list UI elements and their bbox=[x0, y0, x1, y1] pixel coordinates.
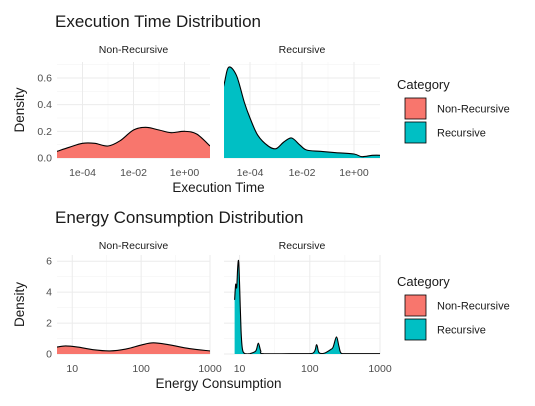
x-tick-label: 1e-02 bbox=[120, 167, 147, 179]
x-tick-label: 100 bbox=[301, 363, 319, 375]
chart-title: Energy Consumption Distribution bbox=[55, 208, 304, 227]
x-tick-label: 1e+00 bbox=[170, 167, 200, 179]
density-line-non-recursive bbox=[57, 126, 210, 152]
density-area-non-recursive bbox=[57, 127, 210, 158]
facet-label: Non-Recursive bbox=[99, 240, 169, 252]
x-tick-label: 10 bbox=[66, 363, 78, 375]
y-tick-label: 0.4 bbox=[37, 99, 52, 111]
legend-label: Non-Recursive bbox=[437, 301, 510, 313]
facet-label: Recursive bbox=[279, 44, 326, 56]
y-tick-label: 0.2 bbox=[37, 126, 52, 138]
x-tick-label: 1e-02 bbox=[289, 167, 316, 179]
legend-swatch bbox=[404, 294, 427, 317]
x-tick-label: 1000 bbox=[368, 363, 392, 375]
y-axis-title: Density bbox=[12, 282, 27, 327]
facet-label: Non-Recursive bbox=[99, 44, 169, 56]
legend-label: Recursive bbox=[437, 128, 486, 140]
density-line-recursive bbox=[234, 259, 380, 354]
chart-title: Execution Time Distribution bbox=[55, 12, 261, 31]
density-line-recursive bbox=[224, 66, 380, 158]
density-area-recursive bbox=[234, 260, 380, 354]
density-line-non-recursive bbox=[57, 342, 210, 352]
legend-swatch bbox=[404, 97, 427, 120]
x-tick-label: 100 bbox=[132, 363, 150, 375]
legend-title: Category bbox=[397, 77, 450, 92]
x-tick-label: 1e+00 bbox=[339, 167, 369, 179]
y-tick-label: 6 bbox=[46, 256, 52, 268]
legend-label: Recursive bbox=[437, 325, 486, 337]
density-area-recursive bbox=[224, 66, 380, 158]
facet-label: Recursive bbox=[279, 240, 326, 252]
legend-title: Category bbox=[397, 274, 450, 289]
legend-swatch bbox=[404, 121, 427, 144]
y-tick-label: 0.6 bbox=[37, 73, 52, 85]
y-axis-title: Density bbox=[12, 87, 27, 132]
y-tick-label: 4 bbox=[46, 287, 52, 299]
x-tick-label: 10 bbox=[234, 363, 246, 375]
x-axis-title: Energy Consumption bbox=[155, 376, 281, 391]
legend-label: Non-Recursive bbox=[437, 104, 510, 116]
x-tick-label: 1e-04 bbox=[69, 167, 96, 179]
x-tick-label: 1000 bbox=[198, 363, 222, 375]
y-tick-label: 0.0 bbox=[37, 153, 52, 165]
legend-swatch bbox=[404, 318, 427, 341]
y-tick-label: 2 bbox=[46, 318, 52, 330]
x-axis-title: Execution Time bbox=[172, 180, 264, 195]
y-tick-label: 0 bbox=[46, 349, 52, 361]
x-tick-label: 1e-04 bbox=[237, 167, 264, 179]
